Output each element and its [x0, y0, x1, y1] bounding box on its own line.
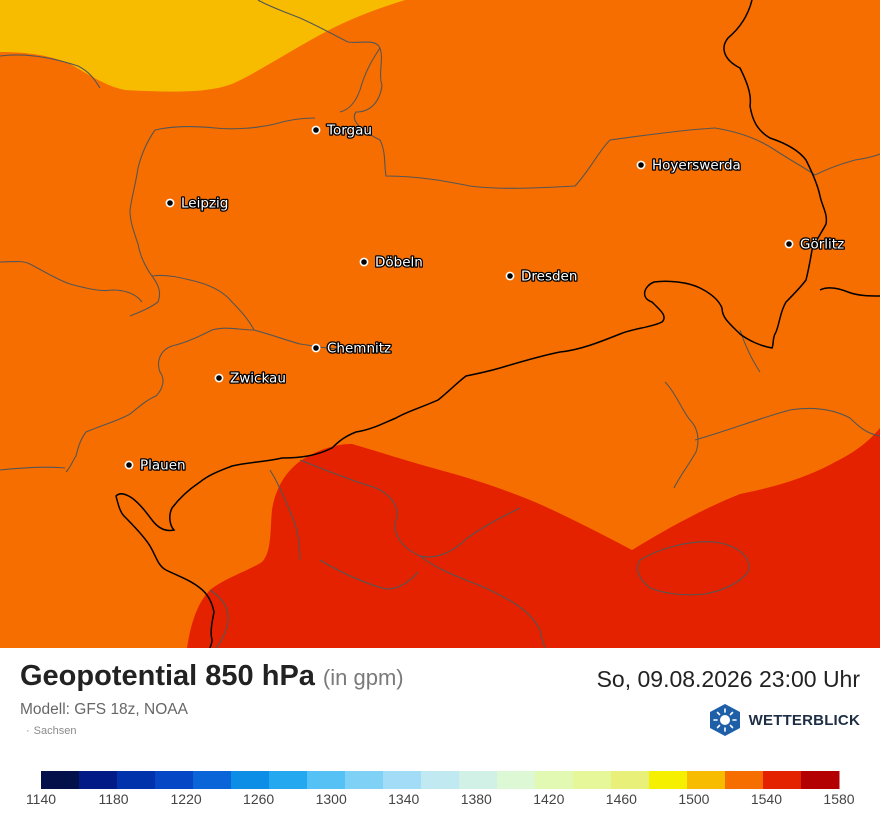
unit-text: (in gpm)	[322, 665, 404, 690]
legend-swatch	[459, 771, 498, 789]
city-label: Chemnitz	[327, 341, 391, 357]
legend-swatch	[687, 771, 726, 789]
legend-swatch	[193, 771, 232, 789]
legend-tick-label: 1460	[606, 791, 637, 807]
legend-swatch	[725, 771, 764, 789]
legend-swatch	[155, 771, 194, 789]
legend-tick-label: 1260	[243, 791, 274, 807]
title-text: Geopotential 850 hPa	[20, 660, 315, 692]
legend-swatch	[801, 771, 840, 789]
legend-swatch	[383, 771, 422, 789]
footer-panel: Geopotential 850 hPa (in gpm) So, 09.08.2…	[0, 648, 880, 830]
legend-tick-label: 1380	[461, 791, 492, 807]
legend-swatch	[231, 771, 270, 789]
weather-map: Torgau Hoyerswerda Leipzig Görlitz Döbeln Dre…	[0, 0, 880, 648]
legend-tick-label: 1340	[388, 791, 419, 807]
city-marker-icon	[311, 343, 321, 353]
legend-tick-label: 1580	[823, 791, 854, 807]
valid-datetime: So, 09.08.2026 23:00 Uhr	[596, 666, 860, 692]
city-marker-icon	[124, 460, 134, 470]
legend-swatch	[573, 771, 612, 789]
region-label: Sachsen	[33, 725, 77, 737]
region-info: · Sachsen	[26, 725, 76, 737]
city-marker-icon	[359, 257, 369, 267]
brand-name: WETTERBLICK	[748, 711, 860, 729]
legend-swatch	[535, 771, 574, 789]
legend-tick-label: 1300	[316, 791, 347, 807]
city-hoyerswerda: Hoyerswerda	[636, 156, 742, 175]
model-info: Modell: GFS 18z, NOAA	[20, 701, 188, 718]
city-zwickau: Zwickau	[214, 369, 287, 388]
city-label: Torgau	[326, 123, 372, 139]
legend-swatch	[649, 771, 688, 789]
map-title: Geopotential 850 hPa (in gpm)	[20, 660, 404, 693]
city-marker-icon	[214, 373, 224, 383]
city-label: Döbeln	[375, 255, 423, 271]
city-dresden: Dresden	[505, 267, 579, 286]
region-dot-icon: ·	[26, 725, 30, 737]
city-döbeln: Döbeln	[359, 253, 424, 272]
legend-swatch	[611, 771, 650, 789]
legend-tick-label: 1180	[98, 791, 128, 807]
city-leipzig: Leipzig	[165, 194, 230, 213]
city-marker-icon	[636, 160, 646, 170]
legend-color-bar	[41, 771, 840, 789]
city-torgau: Torgau	[311, 121, 373, 140]
city-görlitz: Görlitz	[784, 235, 845, 254]
legend-swatch	[345, 771, 384, 789]
city-label: Leipzig	[181, 196, 228, 212]
field-band-1500-1520	[0, 0, 405, 92]
city-marker-icon	[165, 198, 175, 208]
city-label: Zwickau	[230, 371, 286, 387]
legend-tick-labels: 1140 1180 1220 1260 1300 1340 1380 1420 1460 1500…	[26, 791, 855, 807]
color-legend: 1140 1180 1220 1260 1300 1340 1380 1420 1460 1500…	[0, 770, 880, 830]
city-marker-icon	[784, 239, 794, 249]
legend-swatch	[763, 771, 802, 789]
legend-tick-label: 1140	[26, 791, 56, 807]
state-border	[115, 0, 880, 648]
city-chemnitz: Chemnitz	[311, 339, 392, 358]
legend-canvas: 1140 1180 1220 1260 1300 1340 1380 1420 1460 1500…	[26, 771, 855, 807]
legend-tick-label: 1500	[678, 791, 709, 807]
city-label: Plauen	[140, 458, 186, 474]
legend-swatch	[497, 771, 536, 789]
city-label: Hoyerswerda	[652, 158, 741, 174]
city-marker-icon	[311, 125, 321, 135]
legend-swatch	[79, 771, 118, 789]
legend-swatch	[269, 771, 308, 789]
legend-tick-label: 1540	[751, 791, 782, 807]
legend-swatch	[307, 771, 346, 789]
city-markers: Torgau Hoyerswerda Leipzig Görlitz Döbeln Dre…	[124, 121, 845, 475]
city-label: Dresden	[521, 269, 577, 285]
city-label: Görlitz	[800, 237, 844, 253]
map-canvas: Torgau Hoyerswerda Leipzig Görlitz Döbeln Dre…	[0, 0, 880, 648]
legend-swatch	[41, 771, 80, 789]
city-plauen: Plauen	[124, 456, 187, 475]
brand-logo[interactable]: WETTERBLICK	[707, 703, 860, 737]
district-borders	[0, 0, 880, 648]
legend-swatch	[117, 771, 156, 789]
legend-tick-label: 1220	[171, 791, 202, 807]
city-marker-icon	[505, 271, 515, 281]
legend-swatch	[421, 771, 460, 789]
legend-tick-label: 1420	[533, 791, 564, 807]
wetterblick-logo-icon	[709, 704, 740, 736]
